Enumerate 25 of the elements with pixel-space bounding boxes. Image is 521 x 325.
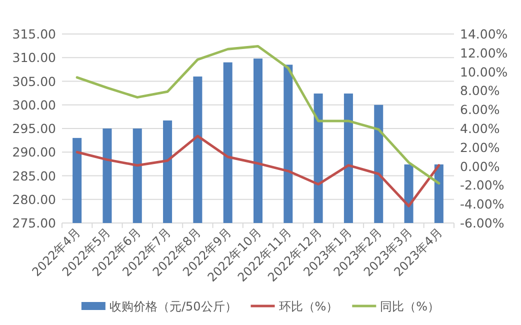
y-tick-label: 305.00 <box>12 74 56 89</box>
y2-tick-label: 6.00% <box>460 102 500 118</box>
y2-tick-label: 14.00% <box>460 26 508 42</box>
y2-tick-label: -4.00% <box>460 196 504 212</box>
y2-tick-label: 2.00% <box>460 140 500 155</box>
y2-tick-label: 10.00% <box>460 64 508 80</box>
y2-tick-label: 12.00% <box>460 45 508 60</box>
y-tick-label: 285.00 <box>12 168 56 184</box>
line-series <box>76 134 440 208</box>
y2-tick-label: -6.00% <box>460 216 504 230</box>
legend-label: 收购价格（元/50公斤） <box>109 300 237 314</box>
y-tick-label: 275.00 <box>12 216 56 230</box>
y-tick-label: 280.00 <box>12 192 56 207</box>
y2-tick-label: 4.00% <box>460 121 500 136</box>
y2-tick-label: 8.00% <box>460 83 500 98</box>
line-series <box>76 45 440 185</box>
y2-tick-label: -2.00% <box>460 178 504 193</box>
y-tick-label: 300.00 <box>12 97 56 112</box>
legend-label: 同比（%） <box>380 300 440 314</box>
y-tick-label: 290.00 <box>12 144 56 160</box>
y-tick-label: 315.00 <box>12 26 56 42</box>
y2-tick-label: 0.00% <box>460 158 500 174</box>
y-tick-label: 310.00 <box>12 50 56 66</box>
legend-label: 环比（%） <box>278 300 338 314</box>
y-tick-label: 295.00 <box>12 121 56 136</box>
